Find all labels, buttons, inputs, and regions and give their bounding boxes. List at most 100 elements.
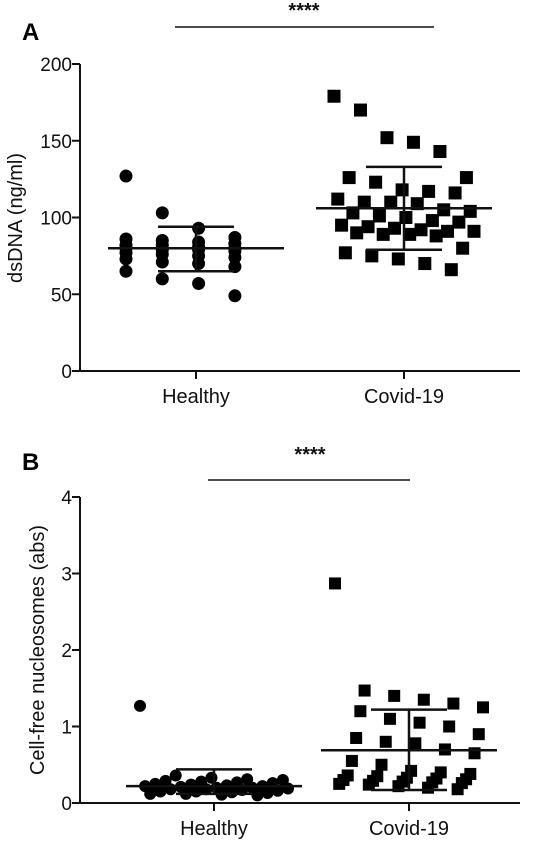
data-point-square [441, 224, 455, 238]
data-point-circle [144, 787, 157, 800]
data-point-square [372, 209, 386, 223]
data-point-square [451, 783, 464, 796]
data-point-square [391, 252, 405, 266]
data-point-square [399, 211, 413, 224]
data-point-square [327, 89, 341, 103]
data-point-circle [155, 255, 169, 269]
data-point-square [335, 218, 349, 232]
panel-a-significance: **** [288, 0, 319, 22]
data-point-square [384, 195, 398, 209]
panel-a: A dsDNA (ng/ml) **** Healthy Covid-19 0 5… [5, 0, 520, 408]
y-tick-label: 1 [61, 718, 72, 739]
y-tick-label: 200 [40, 55, 72, 76]
data-point-circle [271, 784, 284, 797]
panel-b-significance: **** [294, 444, 325, 466]
data-point-square [369, 175, 383, 189]
y-tick-label: 50 [51, 285, 72, 306]
data-point-square [413, 716, 426, 729]
panel-b: B Cell-free nucleosomes (abs) **** Healt… [22, 444, 520, 840]
data-point-circle [119, 252, 133, 266]
data-point-square [456, 241, 470, 255]
data-point-square [375, 758, 388, 771]
data-point-circle [154, 785, 167, 798]
data-point-circle [251, 789, 264, 802]
data-point-square [437, 203, 451, 217]
data-point-circle [192, 277, 206, 291]
data-point-circle [169, 769, 182, 782]
data-point-square [383, 712, 396, 725]
data-point-square [365, 249, 379, 263]
data-point-square [353, 103, 367, 117]
data-point-square [354, 705, 367, 718]
y-tick-label: 4 [61, 488, 72, 509]
data-point-circle [192, 257, 206, 271]
data-point-square [422, 781, 435, 794]
data-point-circle [261, 787, 274, 800]
data-point-square [403, 227, 417, 241]
data-point-circle [192, 221, 206, 235]
data-point-square [443, 720, 456, 733]
data-point-square [422, 184, 436, 198]
data-point-square [361, 220, 375, 234]
data-point-square [447, 697, 460, 710]
data-point-square [358, 684, 371, 697]
data-point-square [429, 229, 443, 243]
data-point-square [331, 192, 345, 206]
data-point-square [409, 737, 422, 750]
data-point-circle [134, 699, 146, 712]
y-tick-label: 0 [61, 362, 72, 383]
data-point-circle [225, 786, 238, 799]
data-point-square [433, 144, 447, 158]
data-point-circle [155, 206, 169, 220]
panel-a-y-axis-label: dsDNA (ng/ml) [5, 153, 27, 283]
data-point-circle [228, 260, 242, 274]
data-point-square [350, 731, 363, 744]
data-point-square [417, 693, 430, 706]
panel-b-category-healthy: Healthy [180, 818, 248, 840]
panel-a-category-covid: Covid-19 [364, 386, 444, 408]
data-point-square [345, 754, 358, 767]
data-point-square [425, 214, 439, 228]
panel-b-category-covid: Covid-19 [369, 818, 449, 840]
data-point-circle [228, 250, 242, 264]
data-point-square [459, 171, 473, 185]
data-point-square [380, 131, 394, 145]
panel-b-y-axis-label: Cell-free nucleosomes (abs) [27, 525, 49, 775]
y-tick-label: 100 [40, 209, 72, 230]
data-point-square [414, 223, 428, 237]
data-point-square [406, 135, 420, 149]
data-point-square [362, 778, 375, 791]
data-point-circle [119, 169, 133, 183]
data-point-circle [119, 264, 133, 278]
data-point-square [342, 171, 356, 185]
data-point-square [418, 257, 432, 271]
y-tick-label: 150 [40, 132, 72, 153]
data-point-circle [282, 782, 294, 795]
data-point-square [410, 197, 424, 211]
data-point-square [395, 183, 409, 197]
y-tick-label: 2 [61, 641, 72, 662]
y-tick-label: 0 [61, 794, 72, 815]
panel-a-category-healthy: Healthy [162, 386, 230, 408]
data-point-square [376, 227, 390, 241]
data-point-square [472, 728, 485, 741]
data-point-square [463, 204, 477, 218]
data-point-square [329, 577, 341, 590]
data-point-square [350, 226, 364, 240]
data-point-square [346, 206, 360, 220]
data-point-square [357, 195, 371, 209]
data-point-square [388, 689, 401, 702]
data-point-square [477, 701, 489, 714]
data-point-square [448, 186, 462, 200]
y-tick-label: 3 [61, 565, 72, 586]
data-point-square [467, 224, 481, 238]
data-point-square [444, 263, 458, 277]
data-point-square [388, 221, 402, 235]
data-point-square [333, 777, 346, 790]
data-point-circle [155, 272, 169, 286]
data-point-circle [228, 289, 242, 303]
panel-a-letter: A [22, 19, 39, 46]
data-point-square [379, 735, 392, 748]
data-point-square [338, 246, 352, 260]
